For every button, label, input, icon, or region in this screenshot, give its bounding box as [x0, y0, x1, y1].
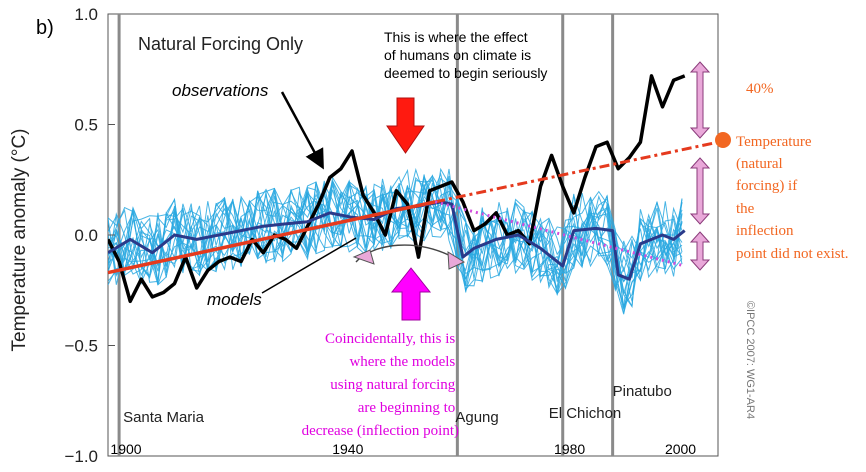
y-tick-label: −0.5: [64, 337, 98, 356]
volcano-label: Santa Maria: [123, 409, 205, 426]
trend-lines: [107, 140, 719, 275]
ensemble-run: [108, 186, 683, 290]
x-tick-label: 1940: [332, 441, 363, 457]
right-note-line-4: the: [736, 201, 755, 217]
pink-double-arrow: [689, 61, 711, 139]
chart-title: Natural Forcing Only: [138, 34, 303, 54]
projection-point-marker: [715, 132, 731, 148]
x-tick-label: 1900: [110, 441, 141, 457]
bottom-note-line-4: are beginning to: [358, 400, 455, 416]
right-note: Temperature (natural forcing) if the inf…: [736, 134, 849, 262]
curved-arrow-head-right: [447, 251, 466, 270]
pink-double-arrow: [689, 231, 711, 271]
top-note-line-1: This is where the effect: [384, 29, 528, 45]
y-tick-label: 1.0: [74, 5, 98, 24]
bottom-note-line-1: Coincidentally, this is: [325, 331, 455, 347]
percent-label: 40%: [746, 81, 774, 97]
x-axis-ticks: 1900 1940 1980 2000: [110, 441, 696, 457]
volcano-label: Pinatubo: [613, 383, 672, 400]
bottom-note-line-2: where the models: [349, 354, 455, 370]
series-models: [108, 200, 686, 281]
bottom-note: Coincidentally, this is where the models…: [302, 331, 459, 439]
pink-double-arrow: [689, 157, 711, 225]
x-tick-label: 2000: [665, 441, 696, 457]
series-lines: [108, 74, 686, 304]
trend-line: [434, 200, 686, 268]
ensemble-run: [108, 184, 683, 309]
right-note-line-1: Temperature: [736, 134, 812, 150]
bottom-note-line-5: decrease (inflection point): [302, 423, 459, 439]
pink-double-arrows: [689, 61, 711, 271]
top-note-line-2: of humans on climate is: [384, 47, 531, 63]
x-tick-label: 1980: [554, 441, 585, 457]
models-pointer: [261, 237, 357, 294]
trend-line: [434, 140, 719, 204]
red-down-arrow: [386, 97, 425, 154]
y-tick-label: 0.0: [74, 226, 98, 245]
bottom-note-line-3: using natural forcing: [330, 377, 455, 393]
y-tick-label: 0.5: [74, 116, 98, 135]
right-note-line-5: inflection: [736, 223, 794, 239]
y-axis-label: Temperature anomaly (°C): [9, 128, 30, 351]
panel-label: b): [36, 17, 54, 39]
volcano-label: El Chichon: [549, 405, 622, 422]
ensemble-run: [108, 183, 683, 308]
top-note: This is where the effect of humans on cl…: [384, 29, 547, 81]
models-label: models: [207, 290, 262, 309]
observations-pointer: [280, 91, 324, 170]
ipcc-credit: ©IPCC 2007: WG1-AR4: [744, 301, 756, 419]
y-tick-label: −1.0: [64, 447, 98, 466]
right-note-line-3: forcing) if: [736, 178, 797, 194]
trend-line: [107, 200, 436, 275]
volcano-labels: Santa Maria Agung El Chichon Pinatubo: [123, 383, 672, 426]
top-note-line-3: deemed to begin seriously: [384, 65, 547, 81]
magenta-up-arrow: [390, 267, 432, 321]
observations-label: observations: [172, 81, 269, 100]
curved-arrow-head-left: [352, 249, 375, 265]
right-note-line-2: (natural: [736, 156, 783, 172]
y-axis-ticks: 1.0 0.5 0.0 −0.5 −1.0: [64, 5, 115, 466]
series-observations: [108, 74, 686, 304]
right-note-line-6: point did not exist.: [736, 246, 849, 262]
volcano-label: Agung: [455, 409, 498, 426]
